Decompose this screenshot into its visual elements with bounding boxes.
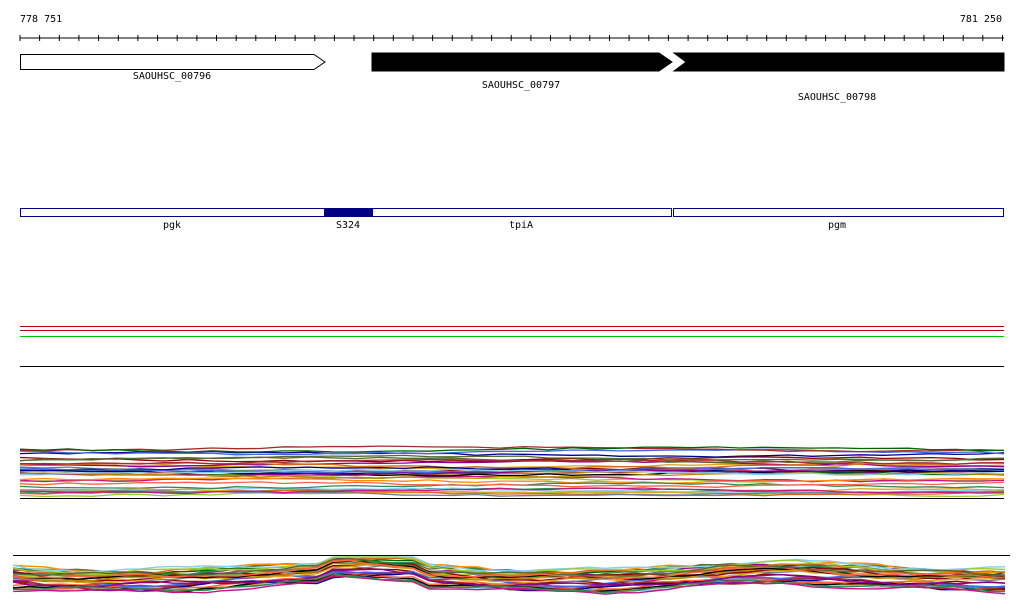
feature-tpiA[interactable]: tpiA <box>372 208 672 232</box>
feature-box[interactable] <box>20 208 325 217</box>
sample-trace <box>19 469 1005 477</box>
gene-arrow-shape[interactable] <box>371 52 673 72</box>
sample-trace <box>19 445 1005 453</box>
ruler-ticks <box>19 35 1003 41</box>
sample-trace <box>12 568 1006 588</box>
sample-trace <box>12 574 1006 595</box>
ruler-end-coordinate: 781 250 <box>959 14 1002 25</box>
gene-label: SAOUHSC_00797 <box>482 80 560 91</box>
sample-trace <box>19 472 1005 480</box>
sample-trace <box>12 563 1006 582</box>
gene-arrow-shape[interactable] <box>672 52 1005 72</box>
feature-box[interactable] <box>372 208 672 217</box>
feature-label: tpiA <box>509 220 533 231</box>
multi-sample-trace-track <box>19 445 1005 499</box>
feature-box-highlighted[interactable] <box>324 208 373 217</box>
sample-trace <box>19 481 1005 488</box>
sample-trace <box>12 570 1005 588</box>
feature-label: S324 <box>336 220 360 231</box>
sample-trace <box>12 559 1006 580</box>
coordinate-ruler <box>19 35 1004 41</box>
gene-label: SAOUHSC_00796 <box>133 71 211 82</box>
sample-trace <box>12 572 1006 594</box>
trace-group <box>19 445 1005 498</box>
coverage-lines-track <box>20 326 1004 367</box>
sample-trace <box>19 454 1005 462</box>
sample-trace <box>19 489 1005 497</box>
sample-trace <box>19 446 1005 453</box>
sample-trace <box>19 468 1005 476</box>
sample-trace <box>19 482 1005 490</box>
gene-arrow-SAOUHSC_00796[interactable]: SAOUHSC_00796 <box>20 54 326 83</box>
feature-label: pgm <box>828 220 846 231</box>
feature-pgm[interactable]: pgm <box>673 208 1004 232</box>
gene-arrow-SAOUHSC_00798[interactable]: SAOUHSC_00798 <box>672 52 1005 103</box>
ruler-start-coordinate: 778 751 <box>20 14 63 25</box>
feature-label: pgk <box>163 220 181 231</box>
sample-trace <box>19 460 1005 468</box>
gene-arrow-SAOUHSC_00797[interactable]: SAOUHSC_00797 <box>371 52 673 91</box>
sample-trace <box>19 458 1005 465</box>
multi-sample-trace-track-wide <box>12 555 1010 595</box>
feature-box[interactable] <box>673 208 1004 217</box>
sample-trace <box>13 572 1006 591</box>
sample-trace <box>12 556 1006 573</box>
feature-pgk[interactable]: pgk <box>20 208 325 232</box>
sample-trace <box>19 487 1005 495</box>
sample-trace <box>12 556 1006 575</box>
sample-trace <box>19 477 1005 484</box>
gene-arrow-shape[interactable] <box>20 54 326 70</box>
feature-S324[interactable]: S324 <box>324 208 373 232</box>
sample-trace <box>12 557 1006 577</box>
trace-group <box>12 556 1006 595</box>
feature-track: pgk S324 tpiA pgm <box>20 208 1004 232</box>
gene-label: SAOUHSC_00798 <box>798 92 876 103</box>
sample-trace <box>19 487 1005 495</box>
sample-trace <box>12 571 1006 592</box>
gene-track: SAOUHSC_00796 SAOUHSC_00797 SAOUHSC_0079… <box>20 52 1005 103</box>
